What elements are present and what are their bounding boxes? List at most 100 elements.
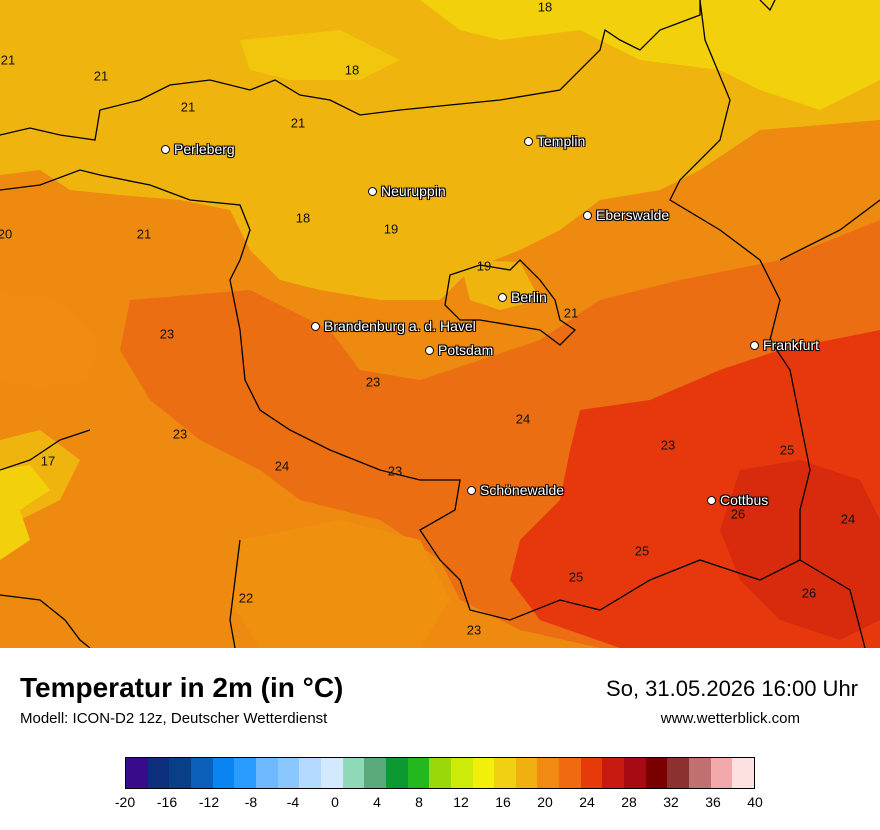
isotherm-label: 24 (515, 411, 531, 427)
legend-swatch (299, 758, 321, 788)
legend-swatch (515, 758, 538, 788)
legend-swatch (407, 758, 430, 788)
legend-swatch (580, 758, 603, 788)
isotherm-label: 17 (40, 453, 56, 469)
city-dot-icon (707, 495, 716, 505)
legend-swatch (494, 758, 516, 788)
isotherm-label: 18 (537, 0, 553, 15)
isotherm-label: 21 (0, 52, 16, 68)
city-dot-icon (425, 345, 434, 355)
isotherm-label: 18 (295, 210, 311, 226)
isotherm-label: 23 (387, 463, 403, 479)
legend-swatch (450, 758, 473, 788)
isotherm-label: 24 (274, 458, 290, 474)
city-label: Schönewalde (480, 482, 565, 498)
isotherm-label: 23 (466, 622, 482, 638)
legend-tick-label: 20 (537, 794, 553, 810)
legend-swatch (429, 758, 451, 788)
map-title: Temperatur in 2m (in °C) (20, 672, 344, 703)
city-marker: Perleberg (161, 141, 235, 157)
legend-swatch (385, 758, 408, 788)
city-dot-icon (368, 186, 377, 196)
isotherm-label: 21 (136, 226, 152, 242)
legend-tick-label: -12 (198, 794, 220, 810)
legend-tick-label: 28 (621, 794, 637, 810)
legend-swatch (169, 758, 191, 788)
isotherm-label: 23 (159, 326, 175, 342)
legend-tick-label: 0 (331, 794, 339, 810)
legend-tick-label: 24 (579, 794, 595, 810)
temperature-field (0, 0, 880, 648)
isotherm-label: 25 (634, 543, 650, 559)
legend-swatch (689, 758, 711, 788)
isotherm-label: 22 (238, 590, 254, 606)
legend-tick-label: 4 (373, 794, 381, 810)
isotherm-label: 23 (365, 374, 381, 390)
isotherm-label: 26 (730, 506, 746, 522)
city-label: Brandenburg a. d. Havel (324, 318, 476, 334)
isotherm-label: 23 (660, 437, 676, 453)
legend-swatch (537, 758, 560, 788)
map-footer: Temperatur in 2m (in °C) Modell: ICON-D2… (0, 648, 880, 830)
isotherm-label: 21 (563, 305, 579, 321)
website-link[interactable]: www.wetterblick.com (660, 710, 800, 727)
city-label: Eberswalde (596, 207, 670, 223)
legend-tick-label: -16 (156, 794, 178, 810)
city-dot-icon (161, 144, 170, 154)
isotherm-label: 19 (383, 221, 399, 237)
city-label: Cottbus (720, 492, 769, 508)
legend-swatch (277, 758, 300, 788)
isotherm-label: 21 (290, 115, 306, 131)
city-marker: Eberswalde (583, 207, 669, 223)
city-label: Berlin (511, 289, 547, 305)
legend-tick-label: 8 (415, 794, 423, 810)
legend-swatch (732, 758, 755, 788)
color-legend (125, 757, 755, 789)
legend-ticks: -20 -16 -12 -8 -4 0 4 8 12 16 20 24 28 32 36 40 (115, 794, 763, 814)
isotherm-label: 26 (801, 585, 817, 601)
isotherm-label: 25 (779, 442, 795, 458)
legend-tick-label: 36 (705, 794, 721, 810)
legend-tick-label: 40 (747, 794, 763, 810)
city-dot-icon (311, 321, 320, 331)
legend-tick-label: -20 (114, 794, 136, 810)
city-marker: Potsdam (425, 342, 493, 358)
legend-tick-label: -8 (244, 794, 258, 810)
isotherm-label: 25 (568, 569, 584, 585)
city-marker: Templin (524, 133, 585, 149)
legend-swatch (624, 758, 646, 788)
legend-swatch (710, 758, 733, 788)
city-marker: Cottbus (707, 492, 768, 508)
legend-swatch (602, 758, 625, 788)
city-label: Neuruppin (381, 183, 446, 199)
legend-tick-label: 32 (663, 794, 679, 810)
city-marker: Brandenburg a. d. Havel (311, 318, 476, 334)
legend-swatch (342, 758, 365, 788)
city-dot-icon (524, 136, 533, 146)
city-dot-icon (583, 210, 592, 220)
city-label: Potsdam (438, 342, 494, 358)
model-info: Modell: ICON-D2 12z, Deutscher Wetterdie… (20, 710, 328, 727)
legend-swatch (364, 758, 386, 788)
legend-swatch (190, 758, 213, 788)
isotherm-label: 21 (93, 68, 109, 84)
legend-swatch (645, 758, 668, 788)
city-dot-icon (750, 340, 759, 350)
isotherm-label: 23 (172, 426, 188, 442)
city-dot-icon (498, 292, 507, 302)
legend-swatch (147, 758, 170, 788)
forecast-datetime: So, 31.05.2026 16:00 Uhr (606, 676, 858, 701)
isotherm-label: 19 (476, 258, 492, 274)
isotherm-label: 24 (840, 511, 856, 527)
legend-swatch (212, 758, 235, 788)
city-label: Perleberg (174, 141, 235, 157)
city-marker: Neuruppin (368, 183, 446, 199)
city-dot-icon (467, 485, 476, 495)
legend-swatch (559, 758, 581, 788)
city-marker: Berlin (498, 289, 547, 305)
isotherm-label: 21 (180, 99, 196, 115)
city-marker: Frankfurt (750, 337, 819, 353)
isotherm-label: 18 (344, 62, 360, 78)
legend-swatch (320, 758, 343, 788)
legend-swatch (667, 758, 690, 788)
